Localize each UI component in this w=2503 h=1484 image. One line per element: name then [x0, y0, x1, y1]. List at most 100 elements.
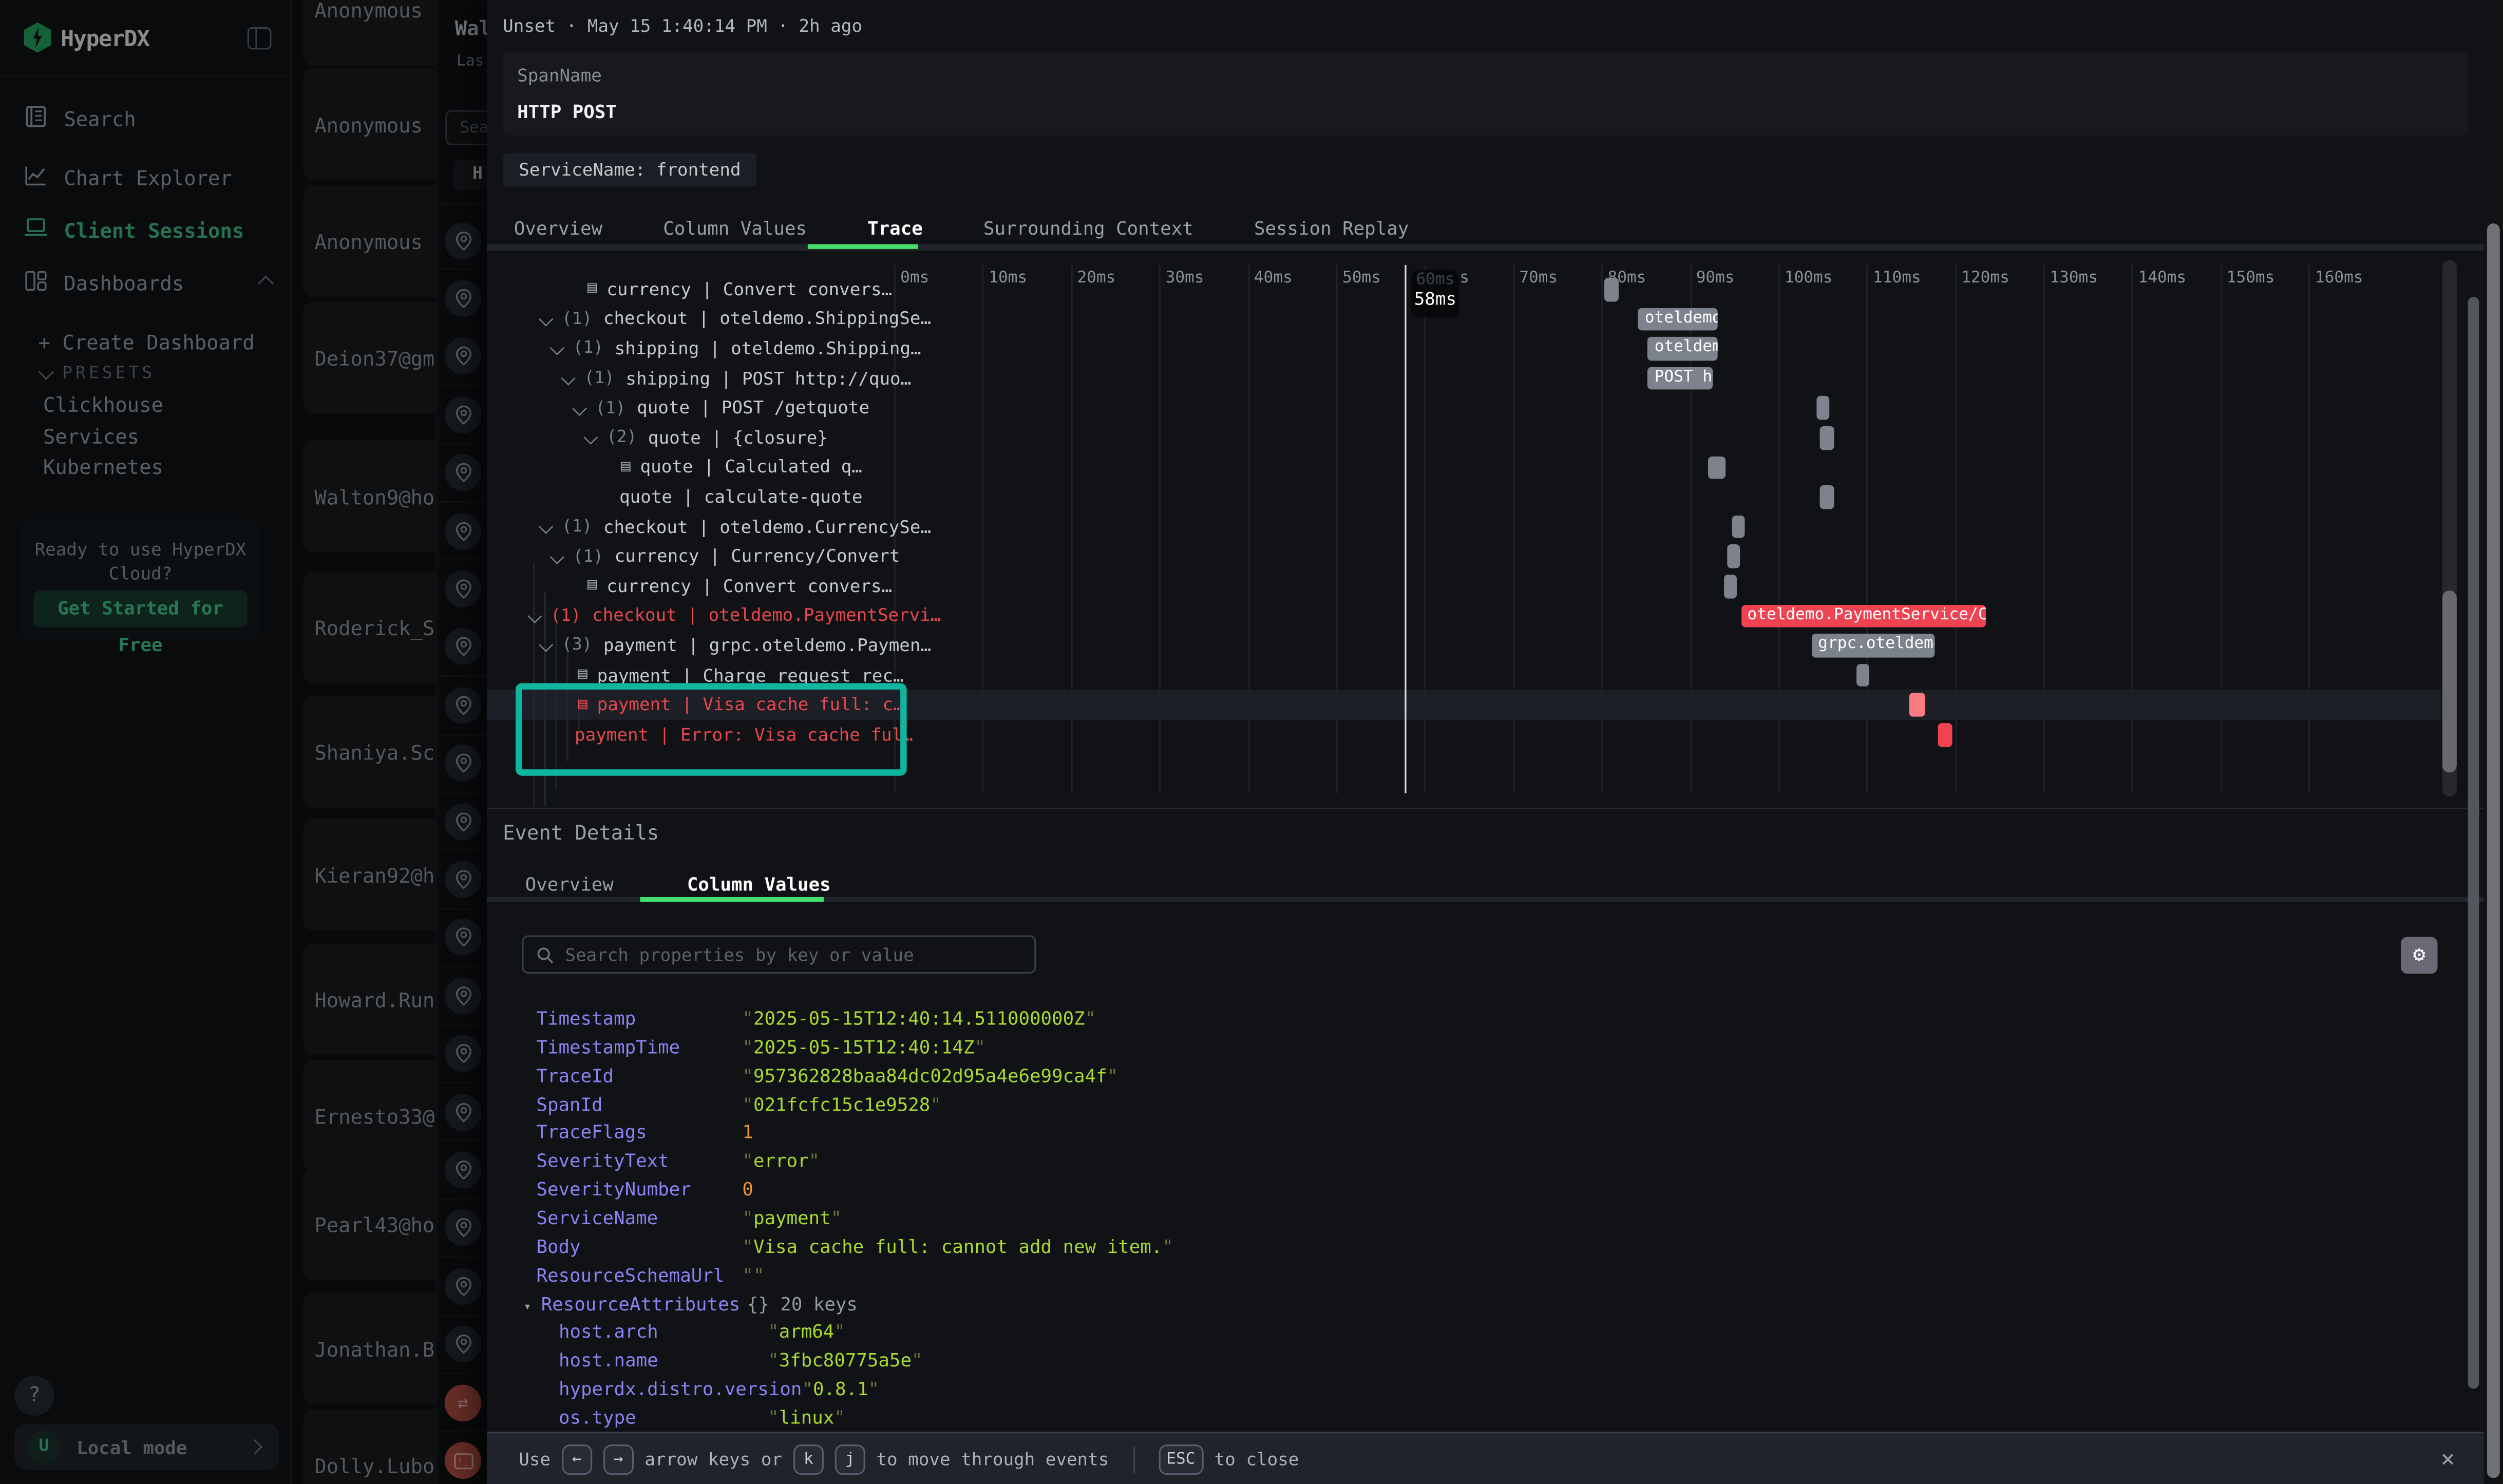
trace-row[interactable]: quote | calculate-quote — [487, 482, 2441, 512]
trace-row[interactable]: (3) payment | grpc.oteldemo.Paymen… — [487, 631, 2441, 660]
property-row[interactable]: SeverityText "error" — [536, 1150, 820, 1172]
trace-row[interactable]: (1) checkout | oteldemo.CurrencySe… — [487, 512, 2441, 542]
sidebar-item-dashboards[interactable]: Dashboards — [0, 262, 292, 303]
property-row[interactable]: hyperdx.distro.version "0.8.1" — [559, 1378, 879, 1400]
ed-tab-column-values[interactable]: Column Values — [687, 873, 831, 896]
span-duration-bar[interactable]: oteldem — [1648, 337, 1718, 360]
sidebar-collapse-icon[interactable] — [247, 27, 272, 50]
trace-row[interactable]: ▤ currency | Convert convers… — [487, 572, 2441, 601]
trace-row[interactable]: (1) checkout | oteldemo.ShippingSe… — [487, 304, 2441, 334]
session-event-row[interactable]: ⇄ — [437, 1374, 487, 1433]
property-row[interactable]: Timestamp "2025-05-15T12:40:14.511000000Z… — [536, 1007, 1096, 1030]
preset-item-services[interactable]: Services — [43, 424, 140, 448]
session-card[interactable]: Anonymous — [303, 185, 436, 297]
span-duration-bar[interactable] — [1855, 663, 1869, 687]
session-event-row[interactable] — [437, 387, 487, 445]
sidebar-item-chart-explorer[interactable]: Chart Explorer — [0, 157, 292, 198]
sidebar-item-search[interactable]: Search — [0, 98, 292, 139]
create-dashboard-link[interactable]: + Create Dashboard — [38, 330, 255, 355]
trace-row[interactable]: ▤ quote | Calculated q… — [487, 453, 2441, 483]
session-card[interactable]: Shaniya.Sc — [303, 696, 436, 808]
span-duration-bar[interactable]: oteldemo. — [1638, 307, 1718, 331]
session-event-row[interactable] — [437, 1316, 487, 1375]
session-event-row[interactable] — [437, 967, 487, 1026]
chevron-down-icon[interactable] — [539, 638, 554, 653]
span-duration-bar[interactable] — [1937, 723, 1952, 747]
span-duration-bar[interactable]: POST h — [1648, 367, 1714, 390]
chevron-down-icon[interactable] — [549, 341, 564, 356]
chevron-down-icon[interactable] — [527, 608, 542, 623]
session-event-row[interactable] — [437, 677, 487, 735]
session-event-row[interactable] — [437, 1142, 487, 1200]
session-event-row[interactable] — [437, 503, 487, 561]
session-event-row[interactable] — [437, 212, 487, 271]
trace-row[interactable]: (1) currency | Currency/Convert — [487, 542, 2441, 572]
session-event-row[interactable] — [437, 445, 487, 503]
property-row[interactable]: TraceId "957362828baa84dc02d95a4e6e99ca4f… — [536, 1064, 1118, 1087]
span-duration-bar[interactable] — [1821, 426, 1834, 450]
tab-column-values[interactable]: Column Values — [663, 217, 807, 240]
trace-row[interactable]: ▤ payment | Visa cache full: c… — [487, 690, 2441, 720]
preset-item-clickhouse[interactable]: Clickhouse — [43, 392, 163, 417]
session-card[interactable]: Ernesto33@ — [303, 1059, 436, 1172]
trace-row[interactable]: (1) shipping | oteldemo.Shipping… — [487, 334, 2441, 364]
session-card[interactable]: Deion37@gm — [303, 301, 436, 414]
trace-row[interactable]: (1) checkout | oteldemo.PaymentServi… — [487, 601, 2441, 631]
session-filter-button[interactable]: H — [453, 159, 487, 190]
properties-search[interactable]: Search properties by key or value — [522, 935, 1036, 974]
property-row[interactable]: host.name "3fbc80775a5e" — [559, 1349, 923, 1372]
chevron-down-icon[interactable] — [549, 549, 564, 564]
session-event-row[interactable] — [437, 1200, 487, 1259]
session-event-row[interactable] — [437, 271, 487, 329]
trace-row[interactable]: ▤ currency | Convert convers… — [487, 275, 2441, 305]
session-search-input[interactable]: Sea — [445, 110, 487, 145]
session-card[interactable]: Kieran92@h — [303, 819, 436, 931]
session-card[interactable]: Anonymous — [303, 68, 436, 181]
sidebar-item-client-sessions[interactable]: Client Sessions — [0, 209, 292, 251]
span-duration-bar[interactable]: grpc.oteldemo. — [1811, 634, 1936, 657]
property-row[interactable]: ServiceName "payment" — [536, 1207, 842, 1229]
session-card[interactable]: Pearl43@ho — [303, 1168, 436, 1280]
property-row[interactable]: host.arch "arm64" — [559, 1321, 845, 1343]
help-button[interactable]: ? — [14, 1376, 54, 1416]
property-row[interactable]: TimestampTime "2025-05-15T12:40:14Z" — [536, 1036, 985, 1058]
session-card[interactable]: Anonymous — [303, 0, 436, 66]
window-scrollbar[interactable] — [2483, 0, 2503, 1484]
span-duration-bar[interactable] — [1723, 575, 1737, 598]
get-started-button[interactable]: Get Started for Free — [33, 591, 248, 656]
chevron-down-icon[interactable] — [583, 430, 598, 445]
trace-row[interactable]: ▤ payment | Charge request rec… — [487, 660, 2441, 690]
tab-session-replay[interactable]: Session Replay — [1254, 217, 1409, 240]
session-event-row[interactable] — [437, 1258, 487, 1317]
span-duration-bar[interactable] — [1821, 485, 1834, 509]
tab-trace[interactable]: Trace — [867, 217, 923, 240]
session-event-row[interactable] — [437, 329, 487, 387]
session-event-row[interactable] — [437, 619, 487, 677]
trace-row[interactable]: (2) quote | {closure} — [487, 423, 2441, 453]
modal-backdrop[interactable] — [0, 0, 487, 1484]
property-row[interactable]: ▾ ResourceAttributes{} 20 keys — [523, 1292, 858, 1315]
span-duration-bar[interactable] — [1732, 515, 1746, 539]
span-duration-bar[interactable] — [1727, 545, 1740, 568]
span-duration-bar[interactable]: oteldemo.PaymentService/Char — [1741, 604, 1986, 627]
property-row[interactable]: SeverityNumber 0 — [536, 1178, 753, 1201]
session-event-row[interactable] — [437, 735, 487, 793]
trace-row[interactable]: (1) quote | POST /getquote — [487, 393, 2441, 423]
session-event-row[interactable] — [437, 909, 487, 968]
session-card[interactable]: Jonathan.B — [303, 1292, 436, 1405]
session-event-row[interactable] — [437, 1084, 487, 1142]
trace-row[interactable]: payment | Error: Visa cache ful… — [487, 720, 2441, 750]
trace-row[interactable]: (1) shipping | POST http://quo… — [487, 364, 2441, 393]
property-row[interactable]: os.type "linux" — [559, 1406, 845, 1429]
session-card[interactable]: Howard.Run — [303, 943, 436, 1055]
chevron-down-icon[interactable] — [572, 401, 587, 415]
gear-icon[interactable]: ⚙ — [2401, 937, 2438, 974]
close-icon[interactable]: × — [2440, 1444, 2455, 1474]
modal-scrollbar[interactable] — [2468, 255, 2479, 1429]
presets-header[interactable]: PRESETS — [38, 363, 156, 383]
property-row[interactable]: TraceFlags 1 — [536, 1121, 753, 1144]
span-duration-bar[interactable] — [1909, 693, 1926, 717]
session-event-row[interactable] — [437, 561, 487, 619]
chevron-down-icon[interactable] — [539, 312, 554, 327]
chevron-down-icon[interactable] — [539, 520, 554, 535]
